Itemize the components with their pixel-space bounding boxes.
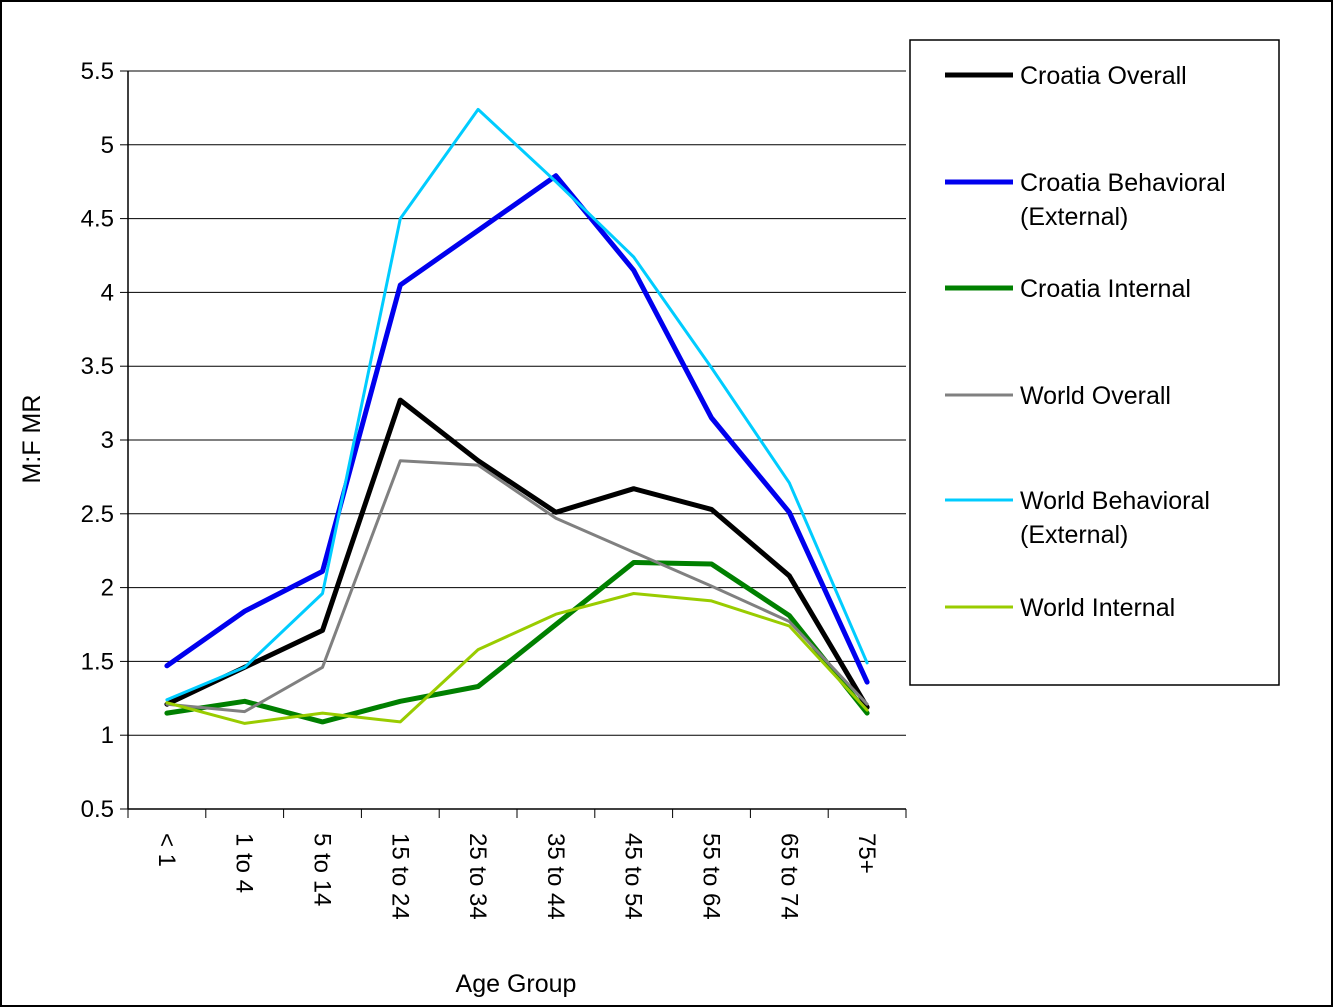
y-tick-label: 0.5 [81,796,114,823]
legend-label: World Overall [1020,382,1171,410]
axes [120,70,907,818]
y-tick-label: 1.5 [81,648,114,675]
y-tick-label: 5.5 [81,58,114,85]
legend-items: Croatia Overall Croatia Behavioral (Extern… [945,62,1226,622]
x-tick-label: 5 to 14 [309,833,336,906]
series-line-0 [164,397,870,710]
legend-label: World Behavioral (External) [1020,487,1210,549]
series-lines [164,107,870,725]
legend-label: Croatia Internal [1020,275,1191,303]
series-line-4 [165,107,869,702]
y-axis-title: M:F MR [18,395,46,484]
y-tick-label: 2 [101,575,114,602]
x-tick-label: 15 to 24 [386,833,413,920]
y-tick-label: 3 [101,427,114,454]
series-line-2 [164,560,870,725]
y-tick-labels: 0.5 1 1.5 2 2.5 3 3.5 4 4.5 5 5.5 [81,58,114,823]
x-tick-label: < 1 [153,833,180,867]
x-tick-labels: < 1 1 to 4 5 to 14 15 to 24 25 to 34 35 to 44… [153,833,880,920]
legend-box [909,39,1280,686]
legend-label: Croatia Overall [1020,62,1187,90]
x-axis-title: Age Group [456,970,577,998]
y-tick-label: 3.5 [81,353,114,380]
y-tick-label: 4.5 [81,206,114,233]
x-tick-label: 65 to 74 [775,833,802,920]
y-tick-label: 4 [101,279,114,306]
series-line-3 [165,459,869,714]
x-tick-label: 35 to 44 [542,833,569,920]
y-tick-label: 1 [101,722,114,749]
legend-label: World Internal [1020,594,1175,622]
series-line-1 [164,173,870,685]
y-tick-label: 2.5 [81,501,114,528]
legend-label: Croatia Behavioral (External) [1020,169,1226,231]
x-tick-label: 1 to 4 [231,833,258,893]
legend: Croatia Overall Croatia Behavioral (Extern… [909,39,1280,686]
x-tick-label: 55 to 64 [698,833,725,920]
x-tick-label: 75+ [853,833,880,874]
x-tick-label: 45 to 54 [620,833,647,920]
y-tick-label: 5 [101,132,114,159]
x-tick-label: 25 to 34 [464,833,491,920]
series-line-5 [165,592,869,725]
